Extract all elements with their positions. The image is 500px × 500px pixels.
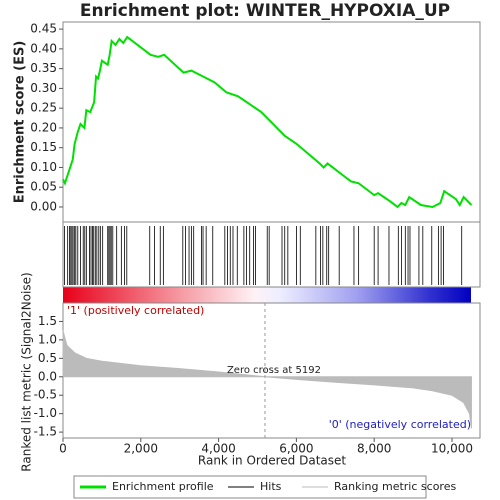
x-tick-label: 10,000 [431,442,473,456]
y-tick-label: -1.0 [34,406,57,420]
color-bar [63,287,471,303]
y-tick-label: 1.0 [38,332,57,346]
y-tick-label: 0.10 [30,160,57,174]
x-tick-label: 4,000 [201,442,235,456]
x-axis-label: Rank in Ordered Dataset [198,454,346,468]
legend-label: Ranking metric scores [334,480,456,493]
es-line [62,35,473,209]
y-tick-label: -0.5 [34,388,57,402]
zero-cross-label: Zero cross at 5192 [227,365,321,376]
positive-label: '1' (positively correlated) [67,304,204,317]
legend-label: Hits [260,480,282,493]
y-tick-label: 1.5 [38,314,57,328]
metric-area [62,330,472,429]
y-tick-label: 0.00 [30,199,57,213]
y-tick-label: 0.05 [30,180,57,194]
y-tick-label: 0.0 [38,369,57,383]
chart-title: Enrichment plot: WINTER_HYPOXIA_UP [80,1,450,21]
x-tick-label: 0 [59,442,67,456]
x-tick-label: 6,000 [279,442,313,456]
y-tick-label: 0.30 [30,81,57,95]
hits-frame [62,221,481,288]
y-tick-label: 0.45 [30,22,57,36]
y-tick-label: -1.5 [34,425,57,439]
y-axis-label: Enrichment score (ES) [13,41,28,204]
y-tick-label: 0.15 [30,140,57,154]
negative-label: '0' (negatively correlated) [329,418,471,431]
y-tick-label: 0.35 [30,61,57,75]
x-tick-label: 8,000 [357,442,391,456]
y-axis-label: Ranked list metric (Signal2Noise) [20,272,34,471]
y-tick-label: 0.20 [30,120,57,134]
y-tick-label: 0.40 [30,41,57,55]
x-tick-label: 2,000 [124,442,158,456]
y-tick-label: 0.5 [38,351,57,365]
y-tick-label: 0.25 [30,101,57,115]
legend-label: Enrichment profile [112,480,214,493]
